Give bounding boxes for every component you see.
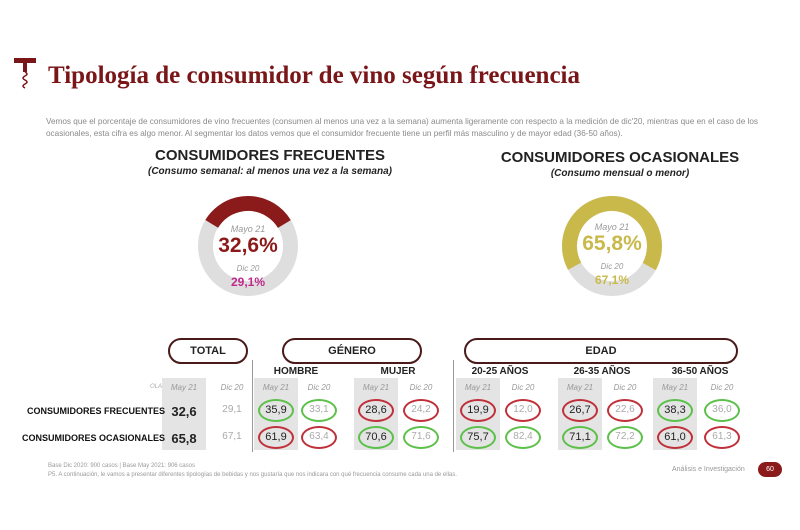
frecuentes-subtitle: (Consumo semanal: al menos una vez a la … <box>148 166 392 177</box>
column-header: Dic 20 <box>511 383 535 392</box>
intro-text: Vemos que el porcentaje de consumidores … <box>46 117 759 138</box>
table-cell: 61,0 <box>653 426 697 449</box>
page-number: 60 <box>758 462 782 477</box>
table-cell: 71,6 <box>399 426 443 449</box>
table-cell: 67,1 <box>222 431 242 442</box>
table-cell: 29,1 <box>222 404 242 415</box>
table-cell: 19,9 <box>456 399 500 422</box>
column-header: Dic 20 <box>307 383 331 392</box>
table-cell: 33,1 <box>297 399 341 422</box>
group-header: 26-35 AÑOS <box>573 366 631 377</box>
table-cell: 26,7 <box>558 399 602 422</box>
table-cell: 75,7 <box>456 426 500 449</box>
green-circle-mark <box>562 426 598 449</box>
footer-brand: Análisis e Investigación <box>672 466 745 473</box>
red-circle-mark <box>301 426 337 449</box>
table-cell: 63,4 <box>297 426 341 449</box>
edad-pill: EDAD <box>464 338 738 364</box>
table-cell: 71,1 <box>558 426 602 449</box>
ocasionales-title: CONSUMIDORES OCASIONALES <box>500 149 740 166</box>
table-cell: 36,0 <box>700 399 744 422</box>
red-circle-mark <box>258 426 294 449</box>
column-header: Dic 20 <box>613 383 637 392</box>
frecuentes-title: CONSUMIDORES FRECUENTES <box>154 147 386 164</box>
divider <box>453 360 454 452</box>
table-cell: 38,3 <box>653 399 697 422</box>
green-circle-mark <box>301 399 337 422</box>
table-cell: 61,9 <box>254 426 298 449</box>
ocasionales-prev-value: 67,1% <box>594 273 630 287</box>
may21-column-shade <box>162 378 206 450</box>
green-circle-mark <box>607 426 643 449</box>
red-circle-mark <box>704 426 740 449</box>
column-header: May 21 <box>661 383 689 392</box>
frecuentes-now-value: 32,6% <box>218 234 278 257</box>
green-circle-mark <box>258 399 294 422</box>
column-header: Dic 20 <box>220 383 244 392</box>
footer-question: P5. A continuación, le vamos a presentar… <box>48 472 457 478</box>
table-cell: 24,2 <box>399 399 443 422</box>
footer-base: Base Dic 2020: 900 casos | Base May 2021… <box>48 463 195 469</box>
column-header: May 21 <box>262 383 290 392</box>
green-circle-mark <box>403 426 439 449</box>
column-header: Dic 20 <box>409 383 433 392</box>
table-cell: 12,0 <box>501 399 545 422</box>
table-cell: 82,4 <box>501 426 545 449</box>
group-header: 20-25 AÑOS <box>471 366 529 377</box>
red-circle-mark <box>403 399 439 422</box>
genero-pill: GÉNERO <box>282 338 422 364</box>
red-circle-mark <box>358 399 394 422</box>
footer-notes: Base Dic 2020: 900 casos | Base May 2021… <box>48 462 457 480</box>
table-cell: 35,9 <box>254 399 298 422</box>
column-header: May 21 <box>566 383 594 392</box>
column-header: May 21 <box>464 383 492 392</box>
table-cell: 22,6 <box>603 399 647 422</box>
table-cell: 61,3 <box>700 426 744 449</box>
table-cell: 70,6 <box>354 426 398 449</box>
group-header: 36-50 AÑOS <box>671 366 729 377</box>
column-header: May 21 <box>170 383 198 392</box>
red-circle-mark <box>505 399 541 422</box>
green-circle-mark <box>657 399 693 422</box>
column-header: May 21 <box>362 383 390 392</box>
table-cell: 28,6 <box>354 399 398 422</box>
corkscrew-logo-icon <box>14 58 36 89</box>
header-line <box>8 383 158 384</box>
donut-value-arc <box>562 195 662 296</box>
group-header: MUJER <box>380 366 416 377</box>
red-circle-mark <box>562 399 598 422</box>
divider <box>252 360 253 452</box>
frecuentes-now-label: Mayo 21 <box>230 224 266 234</box>
row-label: CONSUMIDORES FRECUENTES <box>26 406 165 416</box>
green-circle-mark <box>460 426 496 449</box>
column-header: Dic 20 <box>710 383 734 392</box>
ocasionales-now-value: 65,8% <box>582 232 642 255</box>
green-circle-mark <box>358 426 394 449</box>
red-circle-mark <box>460 399 496 422</box>
ocasionales-prev-label: Dic 20 <box>600 262 624 271</box>
ocasionales-now-label: Mayo 21 <box>594 222 630 232</box>
page-title: Tipología de consumidor de vino según fr… <box>48 62 581 89</box>
ola-label: OLA <box>149 384 162 390</box>
table-cell: 32,6 <box>171 404 197 419</box>
green-circle-mark <box>505 426 541 449</box>
green-circle-mark <box>704 399 740 422</box>
ocasionales-subtitle: (Consumo mensual o menor) <box>550 168 690 179</box>
row-label: CONSUMIDORES OCASIONALES <box>21 433 165 443</box>
group-header: HOMBRE <box>273 366 319 377</box>
frecuentes-prev-value: 29,1% <box>230 275 266 289</box>
ocasionales-donut <box>562 195 662 296</box>
frecuentes-donut <box>198 195 298 296</box>
total-pill: TOTAL <box>168 338 248 364</box>
frecuentes-prev-label: Dic 20 <box>236 264 260 273</box>
red-circle-mark <box>607 399 643 422</box>
red-circle-mark <box>657 426 693 449</box>
table-cell: 72,2 <box>603 426 647 449</box>
table-cell: 65,8 <box>171 431 197 446</box>
